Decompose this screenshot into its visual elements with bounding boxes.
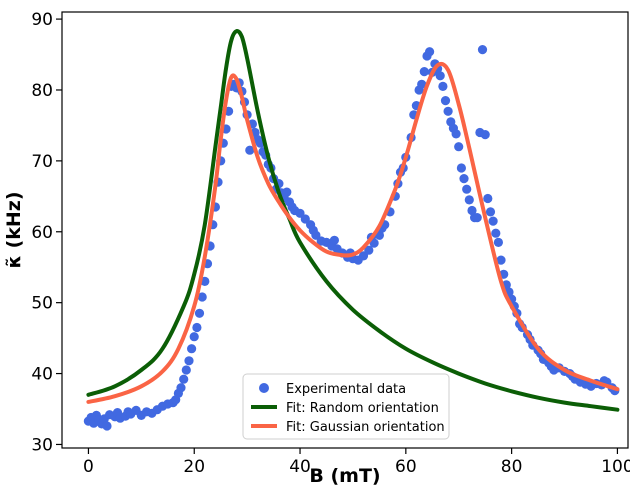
data-point [477,45,488,55]
y-tick-label: 80 [31,81,53,101]
data-point [176,383,186,393]
y-tick-label: 90 [31,10,53,30]
fit-lines [86,29,620,412]
plot-area [83,29,620,431]
data-point [480,130,490,140]
data-point [456,163,466,173]
data-point [438,81,448,91]
data-point [493,237,503,247]
data-point [472,213,482,223]
data-point [483,193,493,204]
legend-label: Fit: Gaussian orientation [286,420,445,435]
y-tick-label: 40 [31,365,53,385]
data-point [485,207,496,217]
data-point [197,292,207,302]
random-orientation-fit-line [86,29,620,412]
y-tick-label: 70 [31,152,53,172]
legend-label: Fit: Random orientation [286,401,439,416]
data-point [245,145,255,155]
data-point [181,365,191,375]
data-point [467,205,477,216]
data-point [454,142,464,152]
x-axis-title: B (mT) [309,465,380,487]
data-point [364,245,374,255]
data-point [102,421,112,431]
data-point [282,187,292,197]
axes: 0 20 40 60 80 100 30 40 50 60 70 80 90 B (mT) κ̃ (kHz) [3,10,630,487]
data-point [419,67,429,77]
data-point [491,228,501,238]
legend-box [242,373,450,440]
gaussian-orientation-fit-line [86,61,620,404]
data-point [488,216,498,226]
data-point [192,322,202,333]
y-axis-title: κ̃ (kHz) [3,191,25,268]
legend-item: Fit: Random orientation [251,401,439,416]
y-tick-label: 30 [31,435,53,455]
x-tick-label: 40 [289,457,311,477]
x-tick-label: 80 [501,457,523,477]
legend-item: Fit: Gaussian orientation [251,420,445,435]
data-point [179,374,189,384]
data-point [194,308,205,318]
legend-label: Experimental data [286,382,406,397]
y-tick-label: 50 [31,294,53,314]
data-point [184,356,194,366]
data-point [443,106,453,116]
y-tick-label: 60 [31,223,53,243]
data-point [187,344,197,354]
x-tick-label: 20 [183,457,205,477]
data-point [462,184,472,194]
legend-item: Experimental data [259,382,406,397]
data-point [440,96,451,106]
plot-frame [61,11,629,449]
scatter-series [83,45,620,431]
data-point [425,47,435,57]
data-point [464,195,474,205]
data-point [451,129,461,139]
x-tick-label: 0 [83,457,94,477]
data-point [496,255,506,265]
x-tick-label: 60 [395,457,417,477]
data-point [435,71,445,81]
data-point [329,235,339,245]
data-point [459,174,469,184]
data-point [417,79,427,89]
legend-marker [259,383,269,393]
x-tick-label: 100 [601,457,630,477]
legend: Experimental data Fit: Random orientation… [242,373,450,440]
data-point [189,332,199,342]
